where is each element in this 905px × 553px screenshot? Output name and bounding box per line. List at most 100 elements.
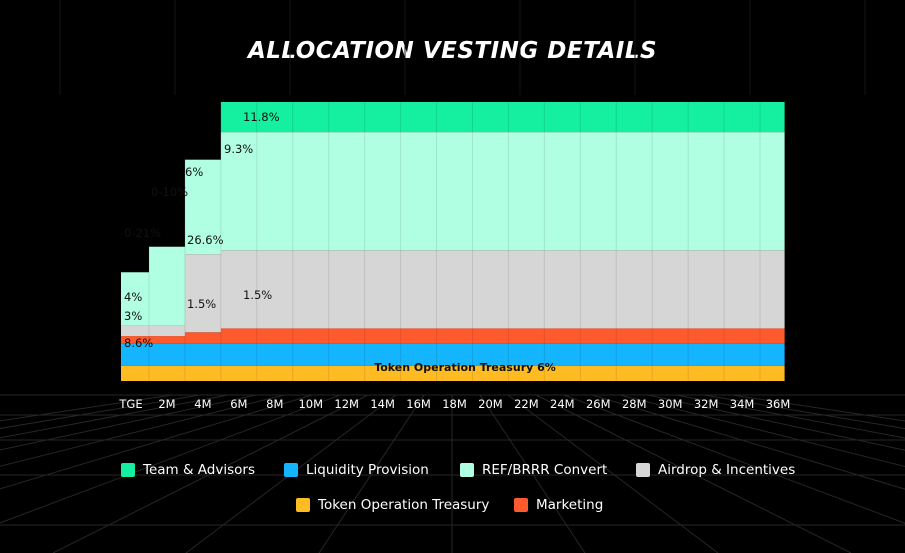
area-segment bbox=[220, 102, 258, 133]
legend-swatch-team-advisors bbox=[121, 463, 135, 477]
area-segment bbox=[184, 159, 222, 255]
area-segment bbox=[616, 328, 653, 344]
bg-grid-line bbox=[507, 394, 719, 553]
area-segment bbox=[616, 365, 653, 381]
bg-grid-line bbox=[0, 394, 313, 490]
area-segment bbox=[400, 132, 438, 251]
x-tick-label: 16M bbox=[406, 397, 431, 411]
data-label: 3% bbox=[124, 309, 142, 323]
area-segment bbox=[616, 102, 653, 133]
area-segment bbox=[364, 328, 402, 344]
area-segment bbox=[760, 328, 785, 344]
area-segment bbox=[508, 102, 545, 133]
area-segment bbox=[436, 343, 474, 366]
area-segment bbox=[724, 250, 761, 329]
area-segment bbox=[121, 365, 150, 381]
bg-grid-line bbox=[675, 394, 905, 439]
area-segment bbox=[400, 365, 438, 381]
data-label: 6% bbox=[185, 165, 203, 179]
legend-label-airdrop-incentives: Airdrop & Incentives bbox=[658, 462, 796, 478]
area-segment bbox=[580, 343, 617, 366]
bg-grid-line bbox=[318, 394, 425, 553]
area-segment bbox=[580, 328, 617, 344]
x-tick-label: 34M bbox=[730, 397, 755, 411]
bg-grid-line bbox=[591, 394, 905, 490]
area-segment bbox=[688, 102, 725, 133]
legend-label-token-operation-treasury: Token Operation Treasury bbox=[318, 497, 490, 513]
area-segment bbox=[544, 102, 581, 133]
data-label: 4% bbox=[124, 290, 142, 304]
data-label: 1.5% bbox=[243, 288, 272, 302]
bg-grid-line bbox=[619, 394, 905, 467]
area-segment bbox=[472, 102, 510, 133]
x-tick-label: 10M bbox=[298, 397, 323, 411]
area-segment bbox=[328, 250, 366, 329]
bg-grid-line bbox=[479, 394, 586, 553]
area-segment bbox=[652, 365, 689, 381]
area-segment bbox=[616, 343, 653, 366]
area-segment bbox=[652, 343, 689, 366]
area-segment bbox=[121, 272, 150, 326]
area-segment bbox=[652, 102, 689, 133]
x-tick-label: 30M bbox=[658, 397, 683, 411]
data-label: 0-21% bbox=[124, 226, 161, 240]
bg-grid-line bbox=[0, 394, 257, 451]
area-segment bbox=[580, 250, 617, 329]
bg-grid-line bbox=[703, 394, 905, 430]
legend-label-ref-brrr-convert: REF/BRRR Convert bbox=[482, 462, 608, 478]
area-segment bbox=[688, 343, 725, 366]
area-segment bbox=[364, 343, 402, 366]
legend-token-operation-treasury: Token Operation Treasury bbox=[296, 497, 489, 513]
area-segment bbox=[472, 365, 510, 381]
area-segment bbox=[121, 336, 150, 344]
chart-title: ALLOCATION VESTING DETAILS bbox=[247, 38, 658, 64]
legend-row-2: Token Operation Treasury Marketing bbox=[0, 497, 905, 517]
legend-airdrop-incentives: Airdrop & Incentives bbox=[636, 462, 795, 478]
x-tick-label: TGE bbox=[118, 397, 142, 411]
legend-label-liquidity-provision: Liquidity Provision bbox=[306, 462, 429, 478]
bg-grid-line bbox=[535, 394, 852, 553]
area-segment bbox=[472, 132, 510, 251]
area-segment bbox=[148, 343, 186, 366]
area-segment bbox=[760, 132, 785, 251]
area-segment bbox=[184, 254, 222, 333]
bg-grid-line bbox=[647, 394, 905, 451]
x-tick-label: 2M bbox=[158, 397, 175, 411]
area-segment bbox=[544, 250, 581, 329]
area-segment bbox=[472, 250, 510, 329]
data-label: 1.5% bbox=[187, 297, 216, 311]
area-segment bbox=[652, 328, 689, 344]
area-segment bbox=[220, 343, 258, 366]
legend-row-1: Team & Advisors Liquidity Provision REF/… bbox=[0, 462, 905, 482]
area-segment bbox=[760, 365, 785, 381]
area-segment bbox=[364, 250, 402, 329]
area-segment bbox=[184, 332, 222, 344]
area-segment bbox=[760, 250, 785, 329]
area-segment bbox=[148, 325, 186, 337]
area-segment bbox=[724, 328, 761, 344]
area-segment bbox=[328, 102, 366, 133]
area-segment bbox=[760, 102, 785, 133]
legend-swatch-liquidity-provision bbox=[284, 463, 298, 477]
bg-grid-line bbox=[563, 394, 905, 524]
area-segment bbox=[508, 328, 545, 344]
area-segment bbox=[220, 328, 258, 344]
area-segment bbox=[652, 132, 689, 251]
area-segment bbox=[256, 343, 294, 366]
area-segment bbox=[544, 343, 581, 366]
data-label: 9.3% bbox=[224, 142, 253, 156]
bg-grid-line bbox=[0, 394, 201, 429]
x-tick-label: 12M bbox=[334, 397, 359, 411]
area-segment bbox=[292, 365, 330, 381]
data-label: 26.6% bbox=[187, 233, 224, 247]
bg-grid-line bbox=[0, 394, 229, 439]
area-segment bbox=[436, 250, 474, 329]
area-segment bbox=[364, 102, 402, 133]
area-segment bbox=[688, 250, 725, 329]
x-tick-label: 14M bbox=[370, 397, 395, 411]
x-tick-label: 22M bbox=[514, 397, 539, 411]
area-segment bbox=[400, 102, 438, 133]
area-segment bbox=[724, 132, 761, 251]
area-segment bbox=[256, 132, 294, 251]
